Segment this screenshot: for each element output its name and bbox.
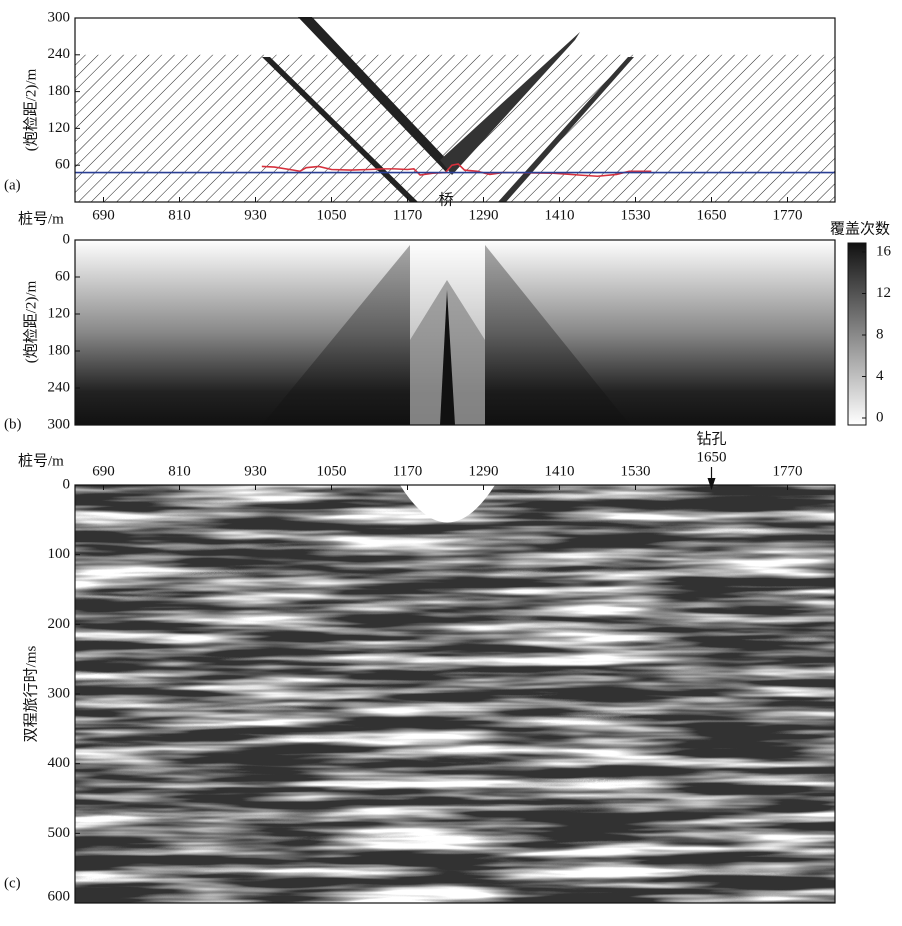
panel-label: (a) [4, 177, 21, 193]
coverage-band [440, 32, 580, 175]
coverage-band [298, 17, 452, 172]
y-tick-label: 200 [48, 616, 71, 632]
x-tick-label: 1410 [545, 207, 575, 223]
y-tick-label: 240 [48, 46, 71, 62]
colorbar-tick-label: 12 [876, 285, 891, 301]
colorbar-tick-label: 16 [876, 243, 892, 259]
x-tick-label: 1290 [469, 463, 499, 479]
y-tick-label: 60 [55, 157, 70, 173]
plot-frame [74, 17, 836, 203]
hatch-region [75, 54, 835, 202]
y-tick-label: 400 [48, 755, 71, 771]
panel-b-image [75, 240, 835, 425]
x-tick-label: 690 [92, 207, 115, 223]
x-axis-label: 桩号/m [18, 452, 64, 469]
line-series [261, 163, 652, 178]
x-tick-label: 1410 [545, 463, 575, 479]
x-tick-label: 1290 [469, 207, 499, 223]
plot-frame [74, 239, 836, 426]
plot-frame [74, 484, 836, 904]
y-axis-label: (炮检距/2)/m [22, 280, 39, 363]
x-tick-label: 810 [168, 463, 191, 479]
panel-a [262, 17, 634, 202]
y-tick-label: 120 [48, 120, 71, 136]
annotation: 钻孔 [696, 430, 726, 447]
arrow-head [707, 478, 716, 490]
y-axis-label: 双程旅行时/ms [22, 646, 39, 743]
colorbar [847, 242, 867, 426]
colorbar-tick-label: 0 [876, 409, 884, 425]
y-tick-label: 60 [55, 268, 70, 284]
panel-label: (c) [4, 875, 21, 891]
y-tick-label: 500 [48, 825, 71, 841]
y-tick-label: 180 [48, 83, 71, 99]
y-axis-label: (炮检距/2)/m [22, 68, 39, 151]
x-tick-label: 1050 [317, 463, 347, 479]
y-tick-label: 240 [48, 379, 71, 395]
coverage-band [498, 57, 634, 202]
x-tick-label: 810 [168, 207, 191, 223]
annotation-value: 1650 [697, 449, 727, 465]
colorbar-tick-label: 4 [876, 368, 884, 384]
panel-c-image [75, 485, 835, 903]
x-tick-label: 1530 [621, 207, 651, 223]
y-tick-label: 0 [63, 231, 71, 247]
coverage-band [262, 57, 418, 202]
y-tick-label: 0 [63, 476, 71, 492]
y-tick-label: 300 [48, 9, 71, 25]
y-tick-label: 120 [48, 305, 71, 321]
x-tick-label: 1050 [317, 207, 347, 223]
colorbar-title: 覆盖次数 [830, 220, 890, 237]
annotation: 桥 [438, 191, 453, 208]
x-tick-label: 1770 [773, 463, 803, 479]
y-tick-label: 300 [48, 416, 71, 432]
y-tick-label: 180 [48, 342, 71, 358]
x-tick-label: 690 [92, 463, 115, 479]
x-tick-label: 930 [244, 463, 267, 479]
panel-label: (b) [4, 416, 22, 432]
x-tick-label: 1770 [773, 207, 803, 223]
y-tick-label: 100 [48, 546, 71, 562]
x-tick-label: 1170 [393, 207, 422, 223]
y-tick-label: 300 [48, 685, 71, 701]
x-tick-label: 1650 [697, 207, 727, 223]
x-tick-label: 930 [244, 207, 267, 223]
x-axis-label: 桩号/m [18, 210, 64, 227]
x-tick-label: 1530 [621, 463, 651, 479]
y-tick-label: 600 [48, 888, 71, 904]
colorbar-tick-label: 8 [876, 326, 884, 342]
x-tick-label: 1170 [393, 463, 422, 479]
